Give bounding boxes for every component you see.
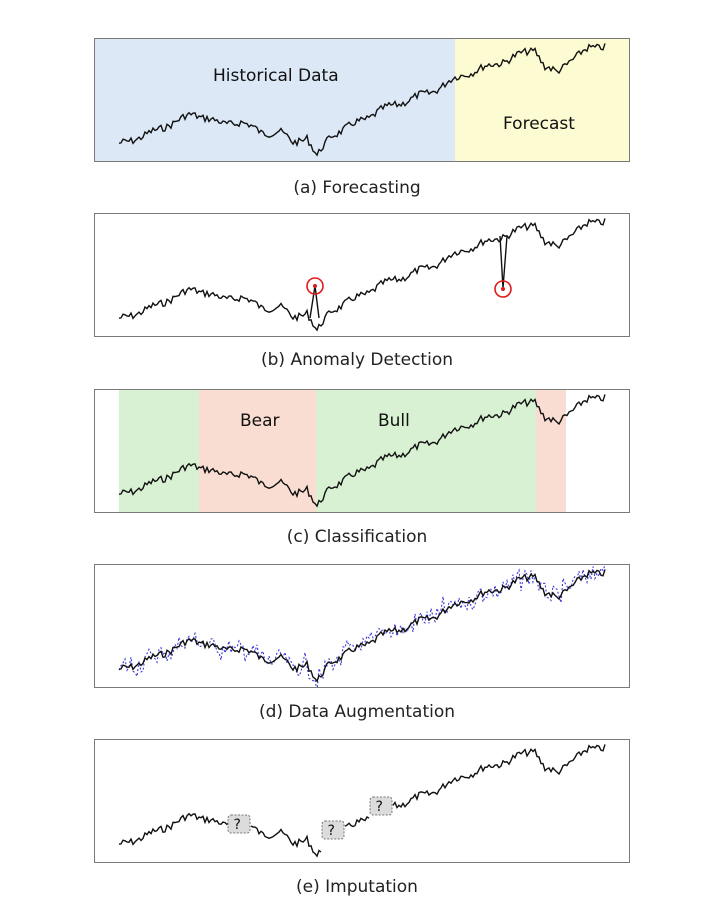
imputation-panel: ? ? ? (94, 739, 630, 863)
forecasting-panel: Historical Data Forecast (94, 38, 630, 162)
historical-data-region (95, 39, 455, 161)
forecast-region (455, 39, 629, 161)
anomaly-spike-down (499, 235, 508, 289)
missing-value-box-3: ? (369, 796, 393, 816)
anomaly-marker-1 (306, 277, 324, 295)
missing-value-marker: ? (328, 823, 335, 839)
anomaly-detection-panel (94, 213, 630, 337)
caption-data-augmentation: (d) Data Augmentation (258, 702, 456, 722)
data-augmentation-panel (94, 564, 630, 688)
missing-value-box-2: ? (321, 820, 345, 840)
missing-value-marker: ? (234, 817, 241, 833)
imputation-chart: ? ? ? (118, 744, 606, 858)
forecast-label: Forecast (503, 114, 575, 134)
augmentation-chart (118, 565, 606, 687)
forecasting-chart: Historical Data Forecast (95, 39, 629, 161)
bull-label: Bull (378, 411, 410, 431)
price-series-line (118, 394, 606, 508)
price-series-line (118, 569, 606, 683)
anomaly-spike-up (309, 285, 320, 319)
caption-forecasting: (a) Forecasting (293, 178, 421, 198)
caption-imputation: (e) Imputation (296, 877, 418, 897)
missing-value-marker: ? (376, 799, 383, 815)
price-series-line (118, 43, 606, 157)
bull-region-2 (316, 390, 536, 512)
anomaly-point-2 (501, 287, 505, 291)
bear-region-1 (199, 390, 316, 512)
augmented-series-line (118, 565, 606, 687)
anomaly-point-1 (313, 284, 317, 288)
anomaly-chart (118, 218, 606, 332)
bull-region-1 (119, 390, 199, 512)
price-series-line (118, 218, 606, 332)
bear-label: Bear (240, 411, 280, 431)
classification-panel: Bear Bull (94, 389, 630, 513)
historical-data-label: Historical Data (213, 66, 339, 86)
missing-value-box-1: ? (227, 814, 251, 834)
bear-region-2 (536, 390, 566, 512)
classification-chart: Bear Bull (118, 390, 606, 512)
caption-classification: (c) Classification (286, 527, 428, 547)
price-series-line (118, 744, 606, 858)
caption-anomaly-detection: (b) Anomaly Detection (260, 350, 453, 370)
anomaly-marker-2 (494, 280, 512, 298)
